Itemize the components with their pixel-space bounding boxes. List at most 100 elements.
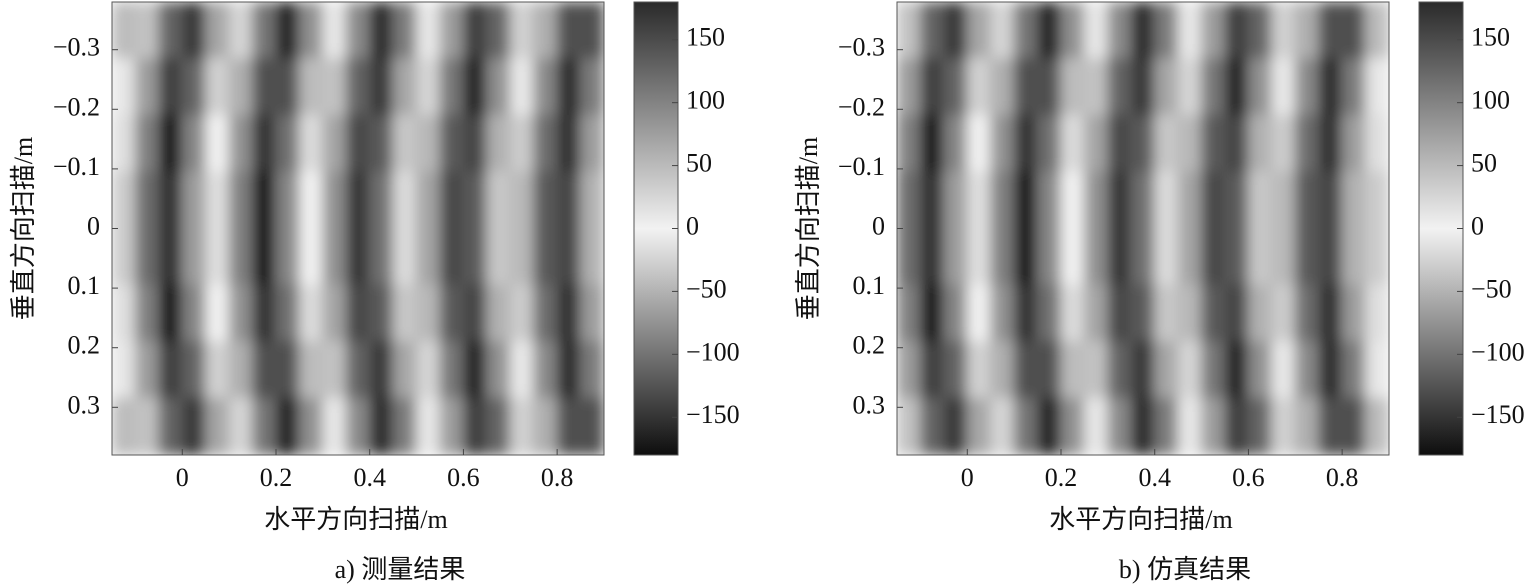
y-tick-label: −0.2 (838, 92, 885, 121)
heatmap-cell (228, 228, 254, 286)
heatmap-cell (1294, 284, 1320, 343)
colorbar-tick-label: −150 (1471, 400, 1525, 429)
heatmap-cell (181, 341, 207, 399)
heatmap-cell (1060, 341, 1085, 399)
colorbar-tick-label: −50 (686, 274, 727, 303)
heatmap-cell (181, 228, 207, 286)
heatmap-cell (252, 114, 277, 173)
heatmap-cell (990, 58, 1015, 116)
heatmap-cell (1271, 284, 1296, 343)
heatmap-cell (1154, 114, 1179, 173)
heatmap-cell (966, 284, 992, 343)
heatmap-cell (1130, 2, 1156, 60)
heatmap-cell (1083, 284, 1109, 343)
heatmap-cell (1365, 341, 1389, 399)
heatmap-cell (205, 284, 230, 343)
heatmap-cell (439, 58, 464, 116)
heatmap-cell (369, 284, 394, 343)
heatmap-cell (1013, 114, 1039, 173)
heatmap-cell (580, 171, 604, 229)
heatmap-cell (556, 341, 582, 399)
heatmap-cell (416, 228, 441, 286)
heatmap-cell (1060, 58, 1085, 116)
heatmap-cell (322, 2, 347, 60)
heatmap-cell (1154, 284, 1179, 343)
heatmap-cell (897, 58, 921, 116)
heatmap-cell (486, 284, 511, 343)
heatmap-cell (1341, 171, 1367, 229)
heatmap-cell (181, 114, 207, 173)
heatmap-panel: 0 0.2 0.4 0.6 0.8 −0.3 −0.2 −0.1 0 0.1 0.2 0.3 水平方向扫… (9, 1, 740, 584)
heatmap-cell (1294, 341, 1320, 399)
heatmap-cell (580, 341, 604, 399)
heatmap-cell (1037, 171, 1062, 229)
y-tick-label: 0.2 (68, 331, 101, 360)
heatmap-cell (943, 171, 968, 229)
heatmap-cells (897, 2, 1389, 455)
heatmap-cell (556, 284, 582, 343)
heatmap-cell (134, 2, 160, 60)
heatmap-cell (416, 284, 441, 343)
heatmap-cell (462, 58, 488, 116)
heatmap-cell (345, 397, 371, 455)
heatmap-cell (1365, 58, 1389, 116)
y-tick-label: 0.1 (853, 271, 886, 300)
y-tick-label: 0 (872, 211, 885, 240)
heatmap-cell (1247, 2, 1273, 60)
x-tick-label: 0.2 (260, 463, 293, 492)
colorbar-tick-label: 100 (686, 86, 725, 115)
colorbar-tick-label: −150 (686, 400, 740, 429)
heatmap-cell (416, 341, 441, 399)
heatmap-cell (1294, 114, 1320, 173)
heatmap-cell (580, 228, 604, 286)
heatmap-cell (1130, 171, 1156, 229)
heatmap-cell (990, 284, 1015, 343)
heatmap-cell (897, 228, 921, 286)
heatmap-cell (345, 284, 371, 343)
heatmap-cell (1013, 171, 1039, 229)
heatmap-cell (462, 114, 488, 173)
heatmap-cell (298, 114, 324, 173)
heatmap-cell (369, 171, 394, 229)
heatmap-cell (112, 284, 136, 343)
heatmap-cell (158, 2, 183, 60)
heatmap-cell (252, 2, 277, 60)
heatmap-cell (1130, 228, 1156, 286)
heatmap-cell (1365, 228, 1389, 286)
heatmap-cell (275, 114, 300, 173)
heatmap-cell (1107, 2, 1132, 60)
heatmap-cell (990, 171, 1015, 229)
heatmap-cell (298, 284, 324, 343)
heatmap-cell (439, 341, 464, 399)
heatmap-cell (1177, 114, 1203, 173)
heatmap-cell (1107, 171, 1132, 229)
heatmap-cell (1318, 114, 1343, 173)
heatmap-cell (1037, 284, 1062, 343)
heatmap-cell (1177, 397, 1203, 455)
heatmap-cell (1271, 58, 1296, 116)
heatmap-cell (1107, 228, 1132, 286)
heatmap-cell (1271, 341, 1296, 399)
heatmap-cell (1130, 58, 1156, 116)
heatmap-cell (252, 341, 277, 399)
y-tick-label: 0 (87, 211, 100, 240)
heatmap-cell (919, 284, 945, 343)
heatmap-cell (1154, 58, 1179, 116)
heatmap-cell (1037, 228, 1062, 286)
heatmap-cell (228, 114, 254, 173)
heatmap-cell (252, 284, 277, 343)
heatmap-cell (1341, 284, 1367, 343)
heatmap-cell (205, 228, 230, 286)
caption: a) 测量结果 (335, 555, 466, 584)
heatmap-cell (1294, 228, 1320, 286)
heatmap-cell (181, 58, 207, 116)
heatmap-cell (416, 171, 441, 229)
heatmap-cell (134, 114, 160, 173)
heatmap-cell (533, 114, 558, 173)
heatmap-cell (1060, 114, 1085, 173)
heatmap-cell (392, 228, 418, 286)
heatmap-cell (1341, 228, 1367, 286)
colorbar-tick-label: 0 (686, 211, 699, 240)
